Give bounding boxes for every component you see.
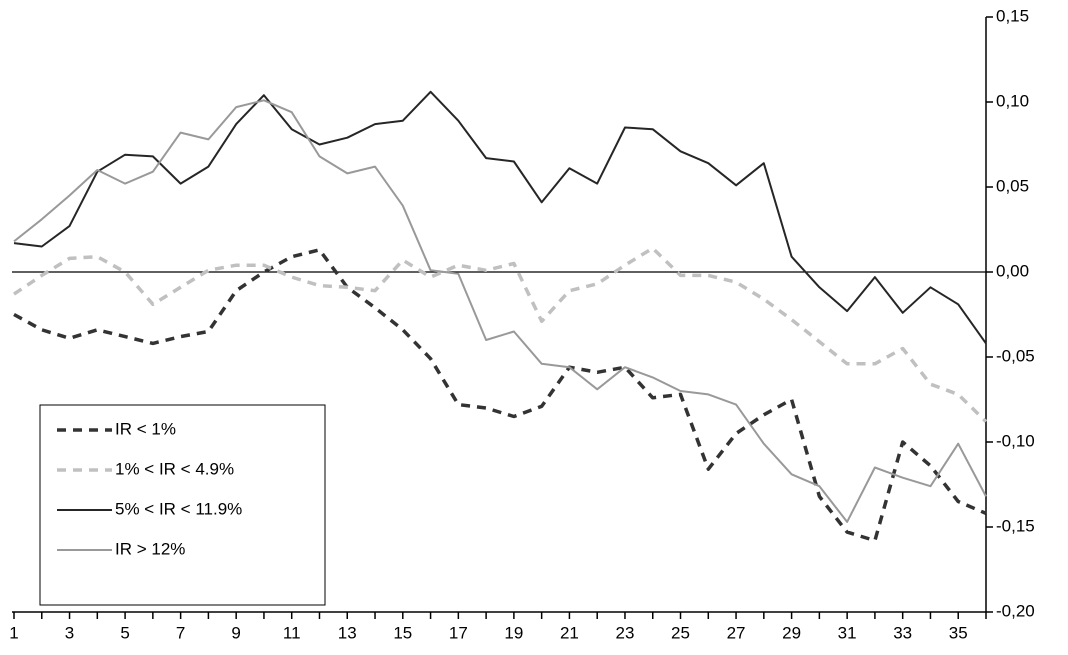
- legend-box: [39, 404, 326, 606]
- x-tick-label: 25: [671, 623, 690, 642]
- x-tick-label: 1: [9, 623, 18, 642]
- x-tick-label: 33: [893, 623, 912, 642]
- series-line: [13, 90, 987, 344]
- y-tick-label: 0,00: [996, 261, 1029, 280]
- x-tick-label: 21: [560, 623, 579, 642]
- y-tick-label: 0,05: [996, 176, 1029, 195]
- x-tick-label: 13: [338, 623, 357, 642]
- series-line: [13, 246, 988, 423]
- x-tick-label: 15: [393, 623, 412, 642]
- series-line: [13, 248, 987, 543]
- x-tick-label: 29: [782, 623, 801, 642]
- x-tick-label: 3: [65, 623, 74, 642]
- x-tick-label: 5: [120, 623, 129, 642]
- x-tick-label: 27: [727, 623, 746, 642]
- y-tick-label: -0,05: [996, 346, 1035, 365]
- x-tick-label: 23: [616, 623, 635, 642]
- x-tick-label: 7: [176, 623, 185, 642]
- legend-label: IR > 12%: [115, 539, 185, 558]
- legend-label: IR < 1%: [115, 419, 176, 438]
- x-tick-label: 31: [838, 623, 857, 642]
- series-line: [13, 99, 987, 523]
- y-tick-label: -0,20: [996, 601, 1035, 620]
- legend-label: 5% < IR < 11.9%: [115, 499, 242, 518]
- x-tick-label: 9: [231, 623, 240, 642]
- legend-label: 1% < IR < 4.9%: [115, 459, 234, 478]
- x-tick-label: 35: [949, 623, 968, 642]
- x-tick-label: 11: [283, 623, 301, 642]
- y-tick-label: 0,15: [996, 6, 1029, 25]
- y-tick-label: -0,10: [996, 431, 1035, 450]
- x-tick-label: 17: [449, 623, 468, 642]
- y-tick-label: 0,10: [996, 91, 1029, 110]
- y-tick-label: -0,15: [996, 516, 1035, 535]
- x-tick-label: 19: [504, 623, 523, 642]
